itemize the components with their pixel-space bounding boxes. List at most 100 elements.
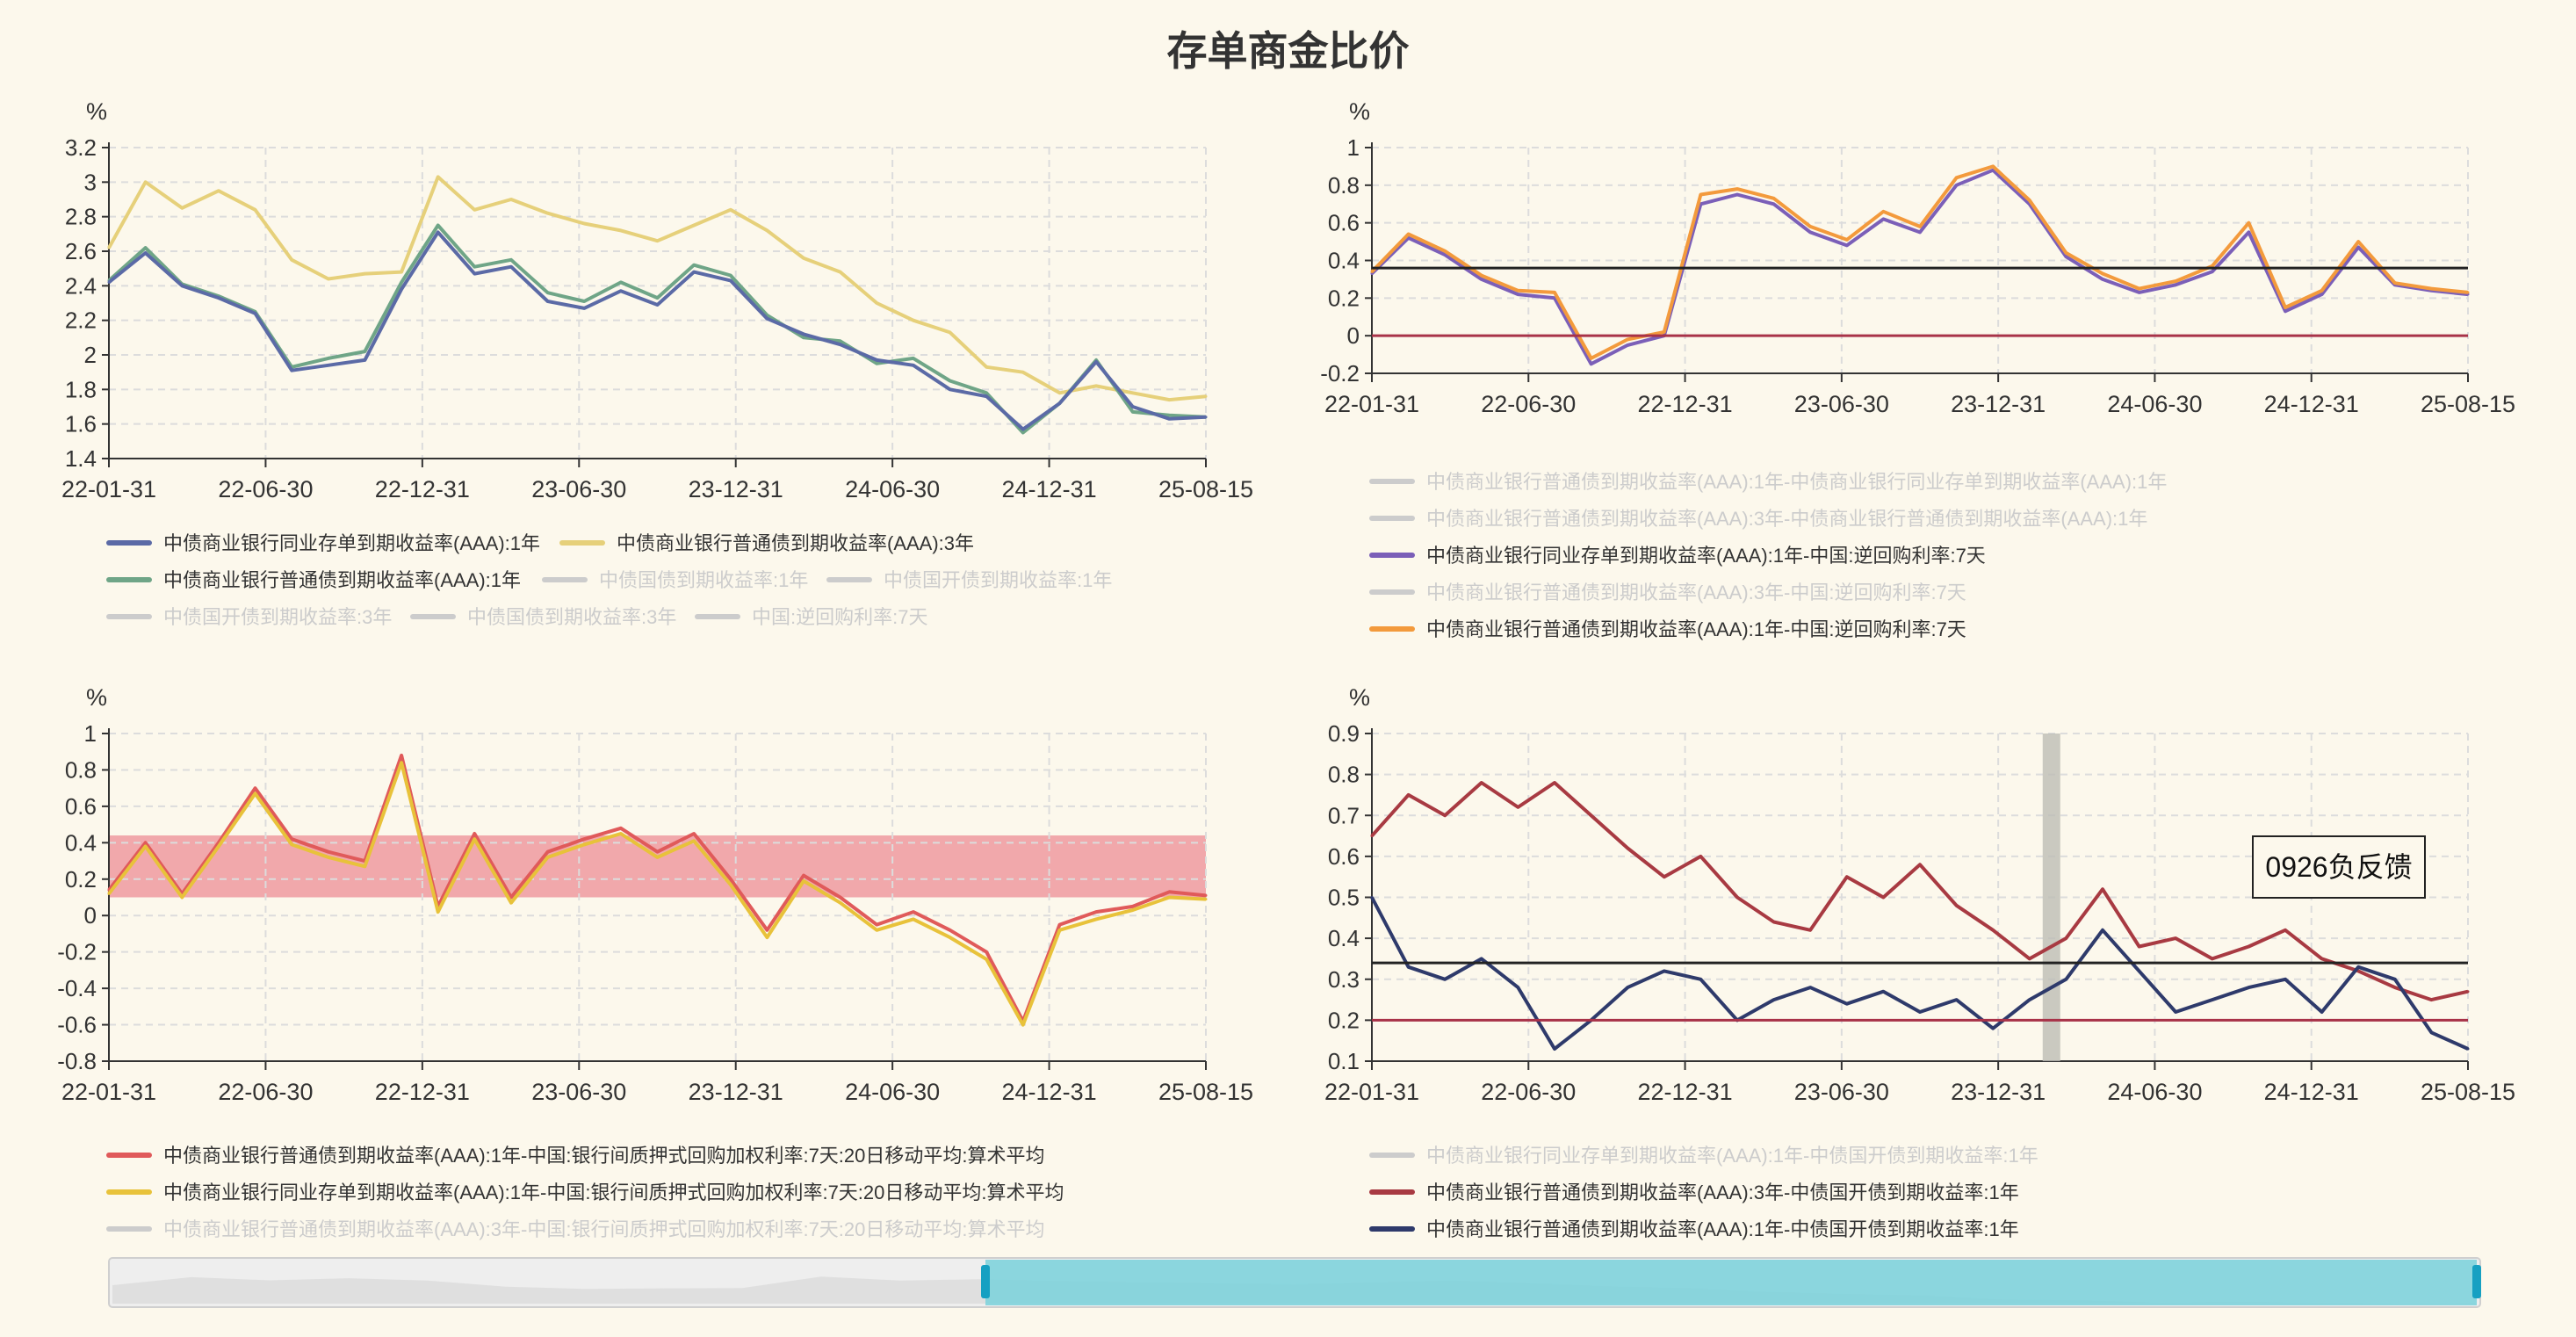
x-tick-label: 24-12-31 [2264, 391, 2359, 417]
data-point [2028, 957, 2031, 960]
data-point [985, 391, 988, 394]
data-point [1553, 296, 1556, 300]
data-point [2028, 199, 2031, 202]
data-point [1516, 806, 1519, 809]
data-point [1553, 781, 1556, 784]
data-point [1626, 343, 1629, 347]
data-point [2356, 240, 2360, 243]
data-point [1370, 270, 1374, 273]
data-point [107, 892, 111, 895]
data-point [1021, 1023, 1025, 1027]
data-point [1845, 875, 1849, 878]
x-tick-label: 22-12-31 [375, 476, 470, 502]
legend-item[interactable]: 中债国开债到期收益率:3年 [106, 606, 392, 628]
data-point [217, 296, 220, 300]
x-tick-label: 22-06-30 [218, 1079, 313, 1105]
legend-item[interactable]: 中债商业银行普通债到期收益率(AAA):3年-中国:逆回购利率:7天 [1369, 582, 1966, 603]
data-point [2284, 929, 2287, 932]
y-tick-label: 0.2 [65, 866, 97, 893]
x-tick-label: 22-06-30 [218, 476, 313, 502]
y-tick-label: 2 [84, 342, 97, 368]
data-point [1057, 929, 1061, 932]
data-point [290, 369, 293, 372]
x-tick-label: 22-01-31 [61, 1079, 156, 1105]
legend-item[interactable]: 中债商业银行普通债到期收益率(AAA):3年-中债商业银行普通债到期收益率(AA… [1369, 508, 2147, 530]
data-point [363, 350, 366, 353]
legend-item[interactable]: 中债商业银行普通债到期收益率(AAA):3年 [559, 532, 974, 554]
legend-item[interactable]: 中债国债到期收益率:3年 [410, 606, 676, 628]
x-tick-label: 24-12-31 [1002, 1079, 1097, 1105]
legend-item[interactable]: 中国:逆回购利率:7天 [695, 606, 927, 628]
y-tick-label: 1.8 [65, 376, 97, 402]
data-point [1918, 230, 1922, 234]
data-point [2174, 1010, 2177, 1014]
data-point [912, 364, 915, 367]
data-point [509, 901, 513, 905]
data-point [1480, 274, 1483, 278]
y-tick-label: 0.7 [1328, 802, 1360, 828]
x-tick-label: 25-08-15 [1158, 476, 1253, 502]
data-point [619, 832, 623, 835]
data-point [400, 287, 403, 291]
x-tick-label: 24-06-30 [845, 1079, 940, 1105]
legend-item[interactable]: 中债商业银行普通债到期收益率(AAA):1年-中国:逆回购利率:7天 [1369, 618, 1966, 640]
chart-bottom-right: 0.1 0.2 0.3 0.4 0.5 0.6 0.7 0.8 0.9 22-01-31 22-06… [1324, 684, 2515, 1240]
legend-item[interactable]: 中债商业银行普通债到期收益率(AAA):1年-中债商业银行同业存单到期收益率(A… [1369, 471, 2167, 493]
data-point [1443, 249, 1447, 253]
data-point [1094, 384, 1098, 387]
data-point [1626, 986, 1629, 989]
y-tick-label: 2.8 [65, 204, 97, 230]
series-line [107, 223, 1207, 435]
data-point [2247, 944, 2250, 948]
legend-item[interactable]: 中债商业银行普通债到期收益率(AAA):3年-中国:银行间质押式回购加权利率:7… [106, 1218, 1045, 1240]
data-point [437, 910, 440, 914]
y-tick-label: 2.4 [65, 272, 97, 299]
legend-label: 中债商业银行普通债到期收益率(AAA):3年-中债商业银行普通债到期收益率(AA… [1426, 508, 2147, 530]
legend-label: 中债国开债到期收益率:3年 [163, 606, 392, 628]
x-tick-label: 22-12-31 [1638, 391, 1733, 417]
data-point [1131, 391, 1135, 394]
data-point [473, 272, 476, 276]
data-point [1955, 176, 1959, 179]
data-point [912, 917, 915, 921]
legend-item[interactable]: 中债国债到期收益率:1年 [542, 569, 808, 591]
data-point [2174, 936, 2177, 940]
x-tick-label: 23-06-30 [531, 1079, 626, 1105]
datazoom-handle-right[interactable] [2472, 1265, 2481, 1298]
data-point [509, 198, 513, 201]
data-point [802, 874, 805, 878]
datazoom-selection[interactable] [985, 1260, 2477, 1305]
legend-item[interactable]: 中债商业银行普通债到期收益率(AAA):3年-中债国开债到期收益率:1年 [1369, 1182, 2019, 1203]
data-point [619, 228, 623, 232]
data-point [1663, 875, 1666, 878]
datazoom-handle-left[interactable] [981, 1265, 990, 1298]
data-point [1772, 202, 1776, 206]
data-point [1443, 813, 1447, 817]
data-point [473, 837, 476, 841]
x-tick-label: 22-06-30 [1481, 1079, 1576, 1105]
data-point [400, 280, 403, 284]
data-point [144, 180, 148, 184]
legend-item[interactable]: 中债商业银行普通债到期收益率(AAA):1年-中国:银行间质押式回购加权利率:7… [106, 1145, 1045, 1167]
legend-item[interactable]: 中债商业银行同业存单到期收益率(AAA):1年 [106, 532, 540, 554]
data-point [1735, 896, 1739, 899]
x-tick-label: 22-01-31 [1324, 391, 1419, 417]
data-point [2028, 998, 2031, 1001]
data-point [2101, 929, 2104, 932]
data-point [619, 280, 623, 284]
legend-item[interactable]: 中债商业银行同业存单到期收益率(AAA):1年-中国:银行间质押式回购加权利率:… [106, 1182, 1064, 1203]
legend-item[interactable]: 中债商业银行普通债到期收益率(AAA):1年-中债国开债到期收益率:1年 [1369, 1218, 2019, 1240]
data-point [1516, 289, 1519, 293]
data-point [1881, 217, 1885, 220]
legend-item[interactable]: 中债国开债到期收益率:1年 [826, 569, 1112, 591]
legend-item[interactable]: 中债商业银行同业存单到期收益率(AAA):1年-中债国开债到期收益率:1年 [1369, 1145, 2038, 1167]
legend-item[interactable]: 中债商业银行同业存单到期收益率(AAA):1年-中国:逆回购利率:7天 [1369, 545, 1986, 567]
annotation-box [2252, 835, 2426, 899]
data-point [1480, 781, 1483, 784]
y-axis-unit: % [1349, 684, 1370, 711]
data-point [839, 339, 842, 343]
legend-item[interactable]: 中债商业银行普通债到期收益率(AAA):1年 [106, 569, 521, 591]
data-point [2429, 287, 2433, 291]
data-point [1808, 929, 1812, 932]
